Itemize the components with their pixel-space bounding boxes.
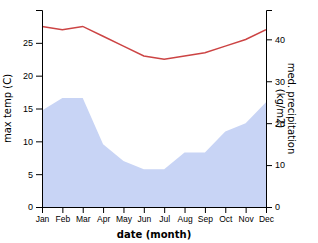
y-tick: 0 (28, 202, 42, 212)
chart: JanFebMarAprMayJunJulAugSepOctNovDec0510… (0, 0, 318, 243)
y2-tick-label: 30 (275, 77, 285, 87)
temperature-line (42, 26, 266, 59)
x-axis: Jan Feb Mar Apr May Jun Jul Aug Sep Oct Nov Dec (36, 207, 275, 224)
x-tick-mark (205, 207, 206, 213)
y-tick-label: 25 (23, 38, 33, 48)
y2-axis-title-line: (kg/m2) (275, 89, 286, 129)
x-tick-label: Jun (137, 214, 151, 224)
y-tick: 5 (28, 170, 42, 180)
x-tick: Jun (137, 207, 151, 224)
y2-axis-line (267, 11, 273, 208)
y2-tick-mark (266, 39, 272, 40)
y-tick-mark (36, 141, 42, 142)
x-tick-mark (144, 207, 145, 213)
x-tick-label: Mar (76, 214, 91, 224)
y2-axis-title-line: med. precipitation (286, 63, 297, 155)
y-axis: 0 5 10 15 20 25 (23, 11, 43, 213)
plot: JanFebMarAprMayJunJulAugSepOctNovDec0510… (23, 11, 285, 225)
x-axis-line (43, 208, 267, 214)
x-tick: Aug (177, 207, 192, 224)
x-tick: Apr (97, 207, 110, 224)
x-tick: Oct (219, 207, 233, 224)
y2-tick: 0 (266, 202, 280, 212)
y-axis-line (36, 11, 43, 208)
x-tick-mark (83, 207, 84, 213)
x-tick: May (116, 207, 133, 224)
x-tick-label: Feb (56, 214, 71, 224)
x-tick-label: Oct (219, 214, 233, 224)
x-tick: Dec (259, 207, 275, 224)
y-tick-label: 0 (28, 202, 33, 212)
x-tick: Sep (198, 207, 213, 224)
y-axis-title: max temp (C) (2, 74, 13, 143)
x-tick-label: Apr (97, 214, 110, 224)
y2-axis-title: med. precipitation(kg/m2) (275, 63, 298, 155)
x-tick-mark (123, 207, 124, 213)
x-tick-mark (164, 207, 165, 213)
y2-tick-mark (266, 123, 272, 124)
y-tick-mark (36, 109, 42, 110)
x-tick-mark (246, 207, 247, 213)
y-tick-mark (36, 43, 42, 44)
y-tick: 15 (23, 104, 42, 114)
y2-tick-mark (266, 165, 272, 166)
precipitation-area (42, 98, 266, 207)
y-tick-label: 20 (23, 71, 33, 81)
y-tick-mark (36, 207, 42, 208)
y2-axis: 010203040 (266, 11, 285, 213)
y2-tick: 10 (266, 160, 285, 170)
x-tick: Mar (76, 207, 91, 224)
y2-tick-label: 40 (275, 35, 285, 45)
y-tick-label: 5 (28, 170, 33, 180)
x-tick-label: Dec (259, 214, 275, 224)
y2-tick-mark (266, 81, 272, 82)
x-tick: Jan (36, 207, 50, 224)
y2-tick: 30 (266, 77, 285, 87)
y-tick-label: 10 (23, 137, 33, 147)
y-tick: 20 (23, 71, 42, 81)
x-tick: Nov (239, 207, 255, 224)
y2-tick-label: 10 (275, 160, 285, 170)
x-tick-mark (185, 207, 186, 213)
x-tick-label: Jul (159, 214, 170, 224)
y-tick: 10 (23, 137, 42, 147)
x-tick-label: Aug (177, 214, 192, 224)
x-tick-mark (103, 207, 104, 213)
x-tick-mark (225, 207, 226, 213)
y2-tick-mark (266, 207, 272, 208)
x-axis-title: date (month) (117, 229, 191, 240)
y-tick-label: 15 (23, 104, 33, 114)
x-tick-label: Sep (198, 214, 213, 224)
x-tick-label: May (116, 214, 133, 224)
y2-tick: 40 (266, 35, 285, 45)
y2-tick-label: 0 (275, 202, 280, 212)
x-tick-label: Jan (36, 214, 50, 224)
y-tick-mark (36, 174, 42, 175)
x-tick: Jul (159, 207, 170, 224)
y-tick-mark (36, 76, 42, 77)
marks (42, 26, 266, 207)
x-tick: Feb (56, 207, 71, 224)
y-tick: 25 (23, 38, 42, 48)
x-tick-label: Nov (239, 214, 255, 224)
x-tick-mark (62, 207, 63, 213)
